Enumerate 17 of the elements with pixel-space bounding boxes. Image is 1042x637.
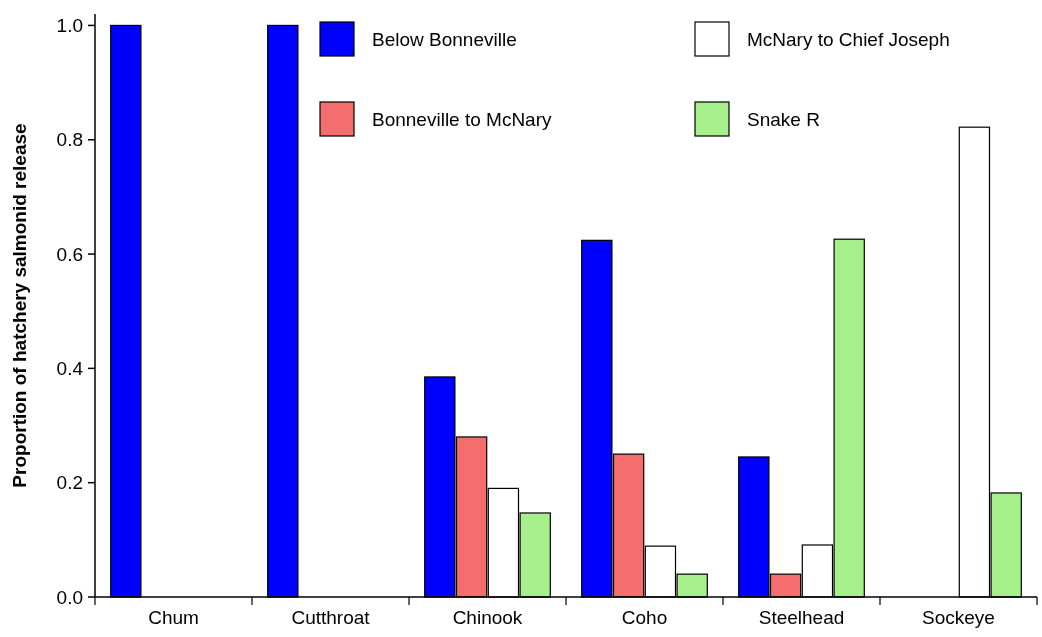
- x-tick-label: Cutthroat: [291, 607, 371, 628]
- legend-label: Snake R: [747, 108, 820, 130]
- y-tick-label: 0.4: [56, 358, 84, 380]
- x-tick-label: Coho: [621, 607, 668, 628]
- legend-label: Below Bonneville: [372, 28, 517, 50]
- legend-label: Bonneville to McNary: [372, 108, 553, 130]
- y-tick-label: 0.0: [56, 586, 83, 608]
- x-tick-label: Chum: [148, 607, 199, 628]
- y-tick-label: 0.8: [56, 129, 83, 151]
- y-tick-label: 1.0: [56, 15, 83, 37]
- legend-label: McNary to Chief Joseph: [747, 28, 950, 50]
- y-axis-title: Proportion of hatchery salmonid release: [9, 123, 30, 488]
- y-tick-label: 0.2: [56, 472, 83, 494]
- x-tick-label: Chinook: [452, 607, 523, 628]
- x-tick-label: Sockeye: [922, 607, 995, 628]
- x-tick-label: Steelhead: [758, 607, 845, 628]
- y-tick-label: 0.6: [56, 243, 83, 265]
